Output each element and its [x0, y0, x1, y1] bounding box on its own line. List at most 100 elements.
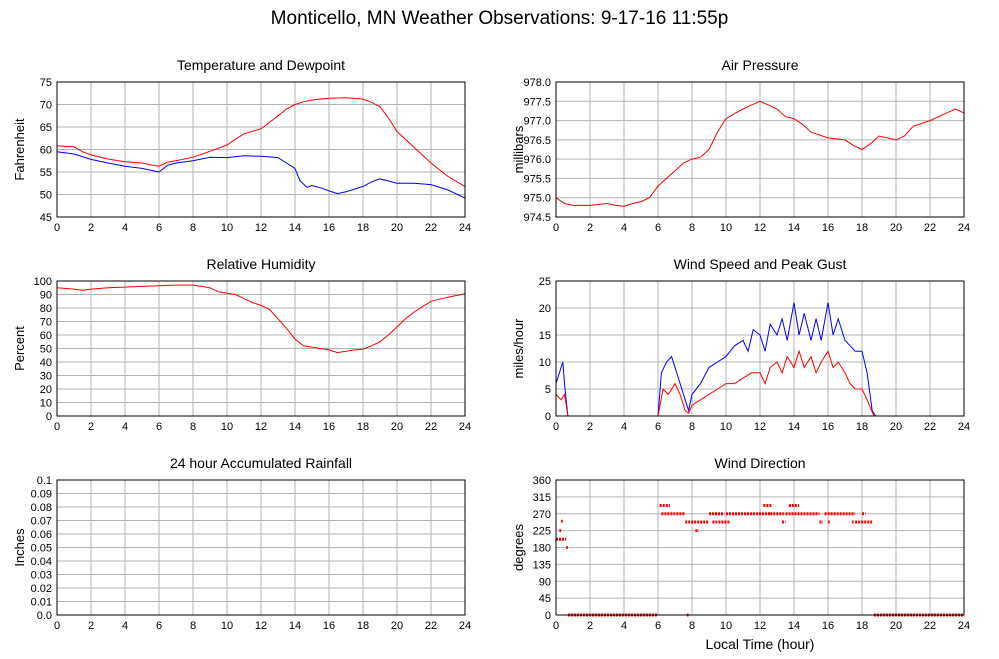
- x-tick-label: 10: [221, 222, 233, 234]
- y-tick-label: 70: [40, 317, 52, 329]
- x-tick-label: 16: [323, 620, 335, 632]
- x-tick-label: 8: [689, 222, 695, 234]
- y-tick-label: 75: [40, 77, 52, 89]
- y-tick-label: 0.05: [31, 543, 52, 555]
- y-tick-label: 0.07: [31, 516, 52, 528]
- plot-frame: [56, 81, 466, 218]
- y-tick-label: 976.0: [523, 154, 551, 166]
- y-tick-label: 60: [40, 145, 52, 157]
- x-tick-label: 20: [391, 421, 403, 433]
- y-tick-label: 977.5: [523, 96, 551, 108]
- y-tick-label: 25: [539, 276, 551, 288]
- y-tick-label: 45: [40, 212, 52, 224]
- y-tick-label: 0.03: [31, 570, 52, 582]
- y-tick-label: 315: [533, 492, 551, 504]
- x-tick-label: 0: [54, 421, 60, 433]
- x-tick-label: 8: [190, 620, 196, 632]
- x-tick-label: 4: [621, 222, 627, 234]
- y-tick-label: 0.02: [31, 583, 52, 595]
- x-tick-label: 18: [357, 620, 369, 632]
- y-tick-label: 0.06: [31, 529, 52, 541]
- x-tick-label: 18: [357, 222, 369, 234]
- x-tick-label: 20: [391, 222, 403, 234]
- y-tick-label: 0: [46, 411, 52, 423]
- y-tick-label: 20: [40, 384, 52, 396]
- chart-title: Temperature and Dewpoint: [177, 57, 345, 73]
- y-tick-label: 55: [40, 167, 52, 179]
- y-axis-label: millibars: [511, 125, 526, 173]
- y-axis-label: Inches: [12, 528, 27, 567]
- x-tick-label: 6: [156, 222, 162, 234]
- x-tick-label: 18: [856, 222, 868, 234]
- y-tick-label: 30: [40, 371, 52, 383]
- x-tick-label: 4: [122, 620, 128, 632]
- x-tick-label: 8: [689, 620, 695, 632]
- series-line-1: [56, 151, 466, 199]
- x-tick-label: 22: [425, 421, 437, 433]
- y-tick-label: 10: [40, 398, 52, 410]
- x-tick-label: 12: [754, 620, 766, 632]
- x-tick-label: 24: [459, 421, 471, 433]
- y-axis-label: Percent: [12, 326, 27, 371]
- x-tick-label: 8: [190, 421, 196, 433]
- x-tick-label: 22: [425, 620, 437, 632]
- y-tick-label: 20: [539, 303, 551, 315]
- x-tick-label: 22: [924, 421, 936, 433]
- plot-frame: [56, 479, 466, 616]
- x-tick-label: 4: [122, 421, 128, 433]
- x-tick-label: 14: [788, 421, 800, 433]
- y-tick-label: 135: [533, 559, 551, 571]
- y-tick-label: 70: [40, 100, 52, 112]
- x-tick-label: 6: [655, 620, 661, 632]
- y-tick-label: 360: [533, 475, 551, 487]
- y-tick-label: 50: [40, 190, 52, 202]
- y-tick-label: 0.09: [31, 489, 52, 501]
- x-tick-label: 4: [621, 620, 627, 632]
- y-tick-label: 975.0: [523, 193, 551, 205]
- x-tick-label: 2: [88, 620, 94, 632]
- series-line-0: [555, 302, 964, 417]
- y-tick-label: 0: [545, 411, 551, 423]
- y-tick-label: 90: [40, 290, 52, 302]
- y-tick-label: 976.5: [523, 135, 551, 147]
- y-tick-label: 5: [545, 384, 551, 396]
- y-tick-label: 90: [539, 576, 551, 588]
- x-tick-label: 12: [255, 620, 267, 632]
- x-tick-label: 18: [856, 421, 868, 433]
- x-tick-label: 0: [54, 620, 60, 632]
- y-tick-label: 80: [40, 303, 52, 315]
- x-tick-label: 2: [587, 222, 593, 234]
- y-tick-label: 0.08: [31, 502, 52, 514]
- series-line-0: [56, 284, 466, 354]
- x-tick-label: 16: [323, 222, 335, 234]
- x-tick-label: 20: [890, 222, 902, 234]
- y-tick-label: 977.0: [523, 116, 551, 128]
- y-tick-label: 100: [34, 276, 52, 288]
- y-tick-label: 975.5: [523, 173, 551, 185]
- x-tick-label: 10: [720, 620, 732, 632]
- x-tick-label: 24: [958, 620, 970, 632]
- x-tick-label: 18: [856, 620, 868, 632]
- x-tick-label: 12: [754, 421, 766, 433]
- y-axis-label: Fahrenheit: [12, 118, 27, 181]
- x-tick-label: 8: [190, 222, 196, 234]
- plot-frame: [555, 81, 965, 218]
- y-tick-label: 270: [533, 509, 551, 521]
- x-tick-label: 14: [289, 222, 301, 234]
- y-tick-label: 180: [533, 543, 551, 555]
- x-tick-label: 6: [156, 421, 162, 433]
- x-tick-label: 4: [122, 222, 128, 234]
- x-tick-label: 10: [720, 222, 732, 234]
- x-tick-label: 4: [621, 421, 627, 433]
- x-tick-label: 22: [924, 620, 936, 632]
- x-tick-label: 20: [890, 620, 902, 632]
- x-tick-label: 2: [587, 421, 593, 433]
- x-tick-label: 2: [88, 421, 94, 433]
- series-line-0: [56, 97, 466, 187]
- x-tick-label: 0: [553, 222, 559, 234]
- series-line-1: [555, 349, 964, 417]
